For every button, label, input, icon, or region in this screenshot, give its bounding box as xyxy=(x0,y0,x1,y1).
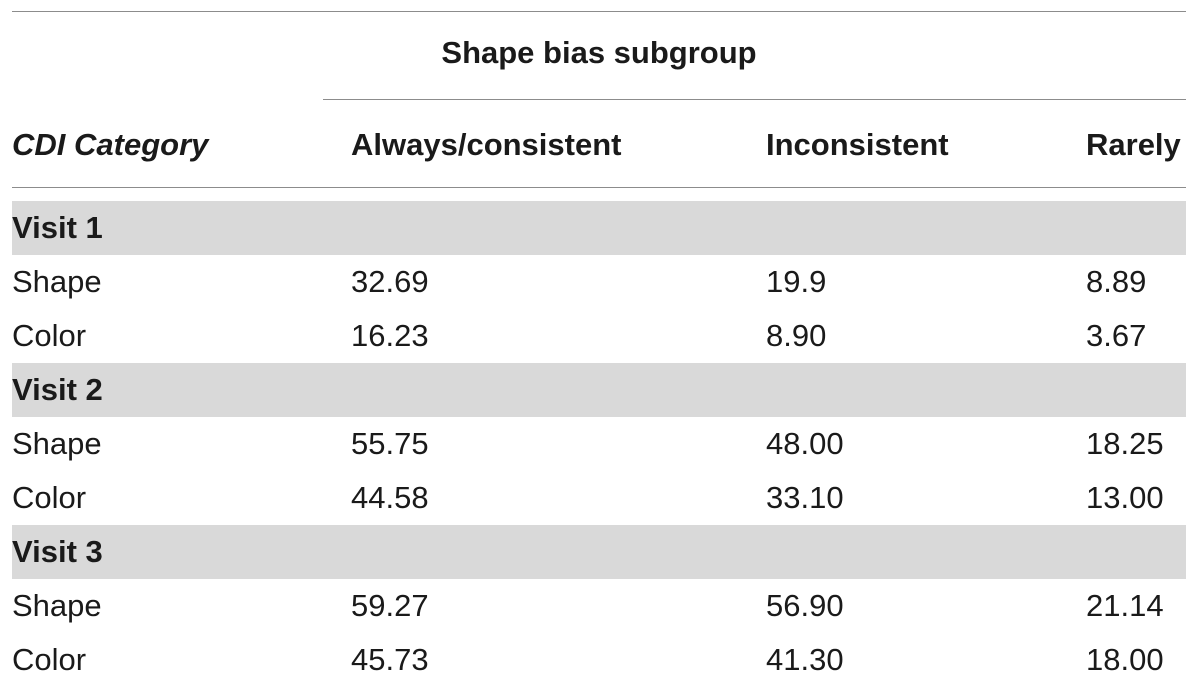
section-band-visit-2 xyxy=(12,363,1186,417)
column-header-always-consistent: Always/consistent xyxy=(351,127,622,162)
table-cell-category: Shape xyxy=(12,264,102,299)
table-cell-inconsistent: 56.90 xyxy=(766,588,844,623)
table-cell-rarely: 3.67 xyxy=(1086,318,1147,353)
table-cell-inconsistent: 19.9 xyxy=(766,264,827,299)
header-rule xyxy=(12,187,1186,188)
section-label-visit-1: Visit 1 xyxy=(12,210,103,245)
table-cell-inconsistent: 48.00 xyxy=(766,426,844,461)
table-cell-rarely: 18.25 xyxy=(1086,426,1164,461)
table-cell-always: 55.75 xyxy=(351,426,429,461)
table-cell-always: 16.23 xyxy=(351,318,429,353)
table-cell-rarely: 18.00 xyxy=(1086,642,1164,677)
table-cell-category: Shape xyxy=(12,426,102,461)
table-cell-always: 32.69 xyxy=(351,264,429,299)
table-cell-rarely: 21.14 xyxy=(1086,588,1164,623)
table-cell-category: Color xyxy=(12,480,87,515)
top-rule xyxy=(12,11,1186,12)
section-band-visit-1 xyxy=(12,201,1186,255)
data-table: Shape bias subgroup CDI Category Always/… xyxy=(12,0,1186,685)
table-cell-rarely: 13.00 xyxy=(1086,480,1164,515)
table-cell-category: Color xyxy=(12,642,87,677)
section-label-visit-2: Visit 2 xyxy=(12,372,103,407)
table-cell-inconsistent: 33.10 xyxy=(766,480,844,515)
table-cell-rarely: 8.89 xyxy=(1086,264,1147,299)
table-cell-inconsistent: 8.90 xyxy=(766,318,827,353)
column-header-rarely: Rarely xyxy=(1086,127,1181,162)
section-band-visit-3 xyxy=(12,525,1186,579)
table-cell-always: 44.58 xyxy=(351,480,429,515)
table-cell-category: Shape xyxy=(12,588,102,623)
column-header-cdi-category: CDI Category xyxy=(12,127,209,162)
table-cell-category: Color xyxy=(12,318,87,353)
table-cell-inconsistent: 41.30 xyxy=(766,642,844,677)
table-cell-always: 45.73 xyxy=(351,642,429,677)
table-cell-always: 59.27 xyxy=(351,588,429,623)
group-header-rule xyxy=(323,99,1186,100)
section-label-visit-3: Visit 3 xyxy=(12,534,103,569)
group-header: Shape bias subgroup xyxy=(441,35,757,70)
column-header-inconsistent: Inconsistent xyxy=(766,127,949,162)
